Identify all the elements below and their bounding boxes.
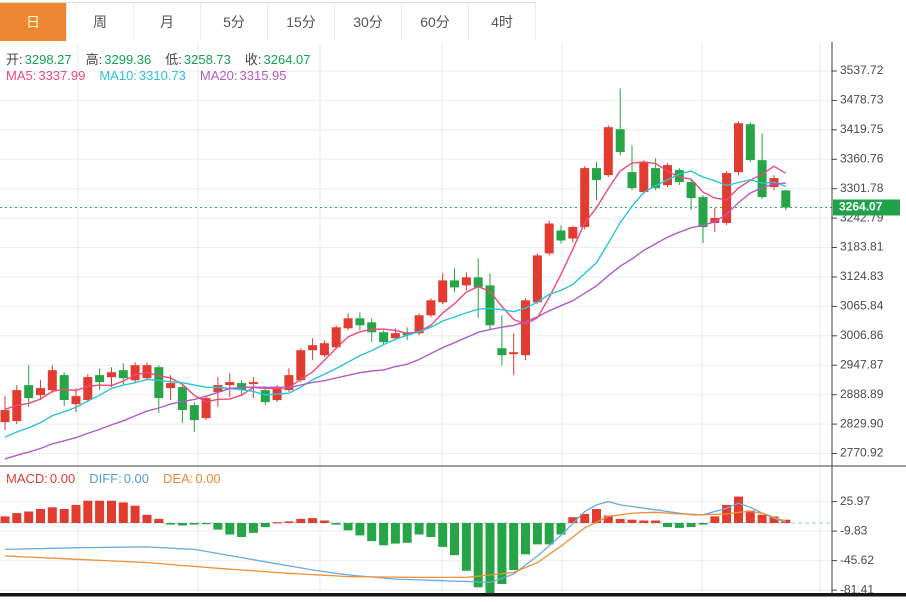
tab-day[interactable]: 日	[0, 3, 67, 41]
ma10-line	[4, 170, 787, 438]
period-tabbar: 日周月 5分 15分 30分 60分 4时	[0, 2, 536, 41]
tab-month[interactable]: 月	[134, 3, 201, 41]
ma-label-1-label: MA10:	[99, 68, 137, 83]
ohlc-open-value: 3298.27	[24, 52, 72, 67]
ohlc-low-label: 低:	[165, 52, 182, 67]
dea-line	[4, 510, 787, 579]
macd-header-0-label: MACD:	[6, 471, 48, 486]
svg-text:25.97: 25.97	[840, 494, 870, 508]
ma-label-0-value: 3337.99	[38, 68, 86, 83]
svg-text:-9.83: -9.83	[840, 523, 868, 537]
tab-5min[interactable]: 5分	[201, 3, 268, 41]
macd-header-1-label: DIFF:	[89, 471, 122, 486]
ohlc-close: 收: 3264.07	[245, 52, 311, 67]
macd-axis-labels: 25.97 -9.83 -45.62 -81.41	[832, 494, 874, 596]
svg-text:3301.78: 3301.78	[840, 181, 884, 195]
ma-label-2-label: MA20:	[199, 68, 238, 83]
ma-label-1: MA10: 3310.73	[99, 68, 186, 83]
ma-info-row: MA5: 3337.99 MA10: 3310.73 MA20: 3315.95	[6, 68, 301, 83]
svg-text:2829.90: 2829.90	[840, 416, 884, 430]
svg-text:3124.83: 3124.83	[840, 269, 884, 283]
ohlc-high-value: 3299.36	[104, 52, 152, 67]
ma5-line	[4, 161, 787, 410]
tab-15min[interactable]: 15分	[268, 3, 335, 41]
vertical-gridlines	[77, 44, 821, 592]
bottom-border	[0, 593, 906, 597]
ohlc-low-value: 3258.73	[183, 52, 231, 67]
tab-week[interactable]: 周	[67, 3, 134, 41]
svg-text:2888.89: 2888.89	[840, 387, 884, 401]
tab-30min[interactable]: 30分	[335, 3, 402, 41]
price-axis-labels: 3537.723478.733419.753360.763301.783242.…	[832, 63, 884, 460]
ohlc-low: 低: 3258.73	[165, 52, 231, 67]
svg-text:3419.75: 3419.75	[840, 122, 884, 136]
ohlc-close-value: 3264.07	[263, 52, 311, 67]
macd-header-2-label: DEA:	[163, 471, 194, 486]
svg-text:3360.76: 3360.76	[840, 151, 884, 165]
ma-label-2-value: 3315.95	[239, 68, 287, 83]
ma20-line	[4, 182, 786, 460]
ma-label-0-label: MA5:	[6, 68, 37, 83]
candlestick-series	[0, 88, 791, 432]
macd-header-1: DIFF: 0.00	[89, 471, 149, 486]
svg-text:3183.81: 3183.81	[840, 240, 884, 254]
svg-text:3006.86: 3006.86	[840, 328, 884, 342]
diff-line	[4, 500, 787, 584]
tab-4hour[interactable]: 4时	[469, 3, 536, 41]
svg-text:3065.84: 3065.84	[840, 299, 884, 313]
ohlc-open-label: 开:	[6, 52, 23, 67]
ohlc-high-label: 高:	[85, 52, 103, 67]
macd-header-0-value: 0.00	[49, 471, 76, 486]
svg-text:3264.07: 3264.07	[839, 200, 883, 214]
tab-60min[interactable]: 60分	[402, 3, 469, 41]
current-price-badge: 3264.07	[833, 199, 900, 216]
svg-text:-81.41: -81.41	[840, 582, 874, 596]
svg-text:3537.72: 3537.72	[840, 63, 884, 77]
macd-histogram	[0, 496, 791, 594]
macd-header-2: DEA: 0.00	[163, 471, 221, 486]
macd-indicator-row: MACD: 0.00 DIFF: 0.00 DEA: 0.00	[6, 471, 235, 486]
ohlc-high: 高: 3299.36	[86, 52, 152, 67]
macd-header-2-value: 0.00	[195, 471, 221, 486]
macd-header-0: MACD: 0.00	[6, 471, 75, 486]
ohlc-info-row: 开: 3298.27 高: 3299.36 低: 3258.73 收: 3264.07	[6, 49, 325, 68]
svg-text:2770.92: 2770.92	[840, 446, 884, 460]
svg-text:-45.62: -45.62	[840, 553, 874, 567]
ohlc-open: 开: 3298.27	[6, 52, 72, 67]
macd-header-1-value: 0.00	[123, 471, 150, 486]
svg-text:2947.87: 2947.87	[840, 357, 884, 371]
ma-label-0: MA5: 3337.99	[6, 68, 85, 83]
price-gridlines	[0, 70, 832, 454]
svg-text:3478.73: 3478.73	[840, 93, 884, 107]
ma-label-2: MA20: 3315.95	[200, 68, 287, 83]
ohlc-close-label: 收:	[244, 52, 262, 67]
ma-label-1-value: 3310.73	[138, 68, 186, 83]
